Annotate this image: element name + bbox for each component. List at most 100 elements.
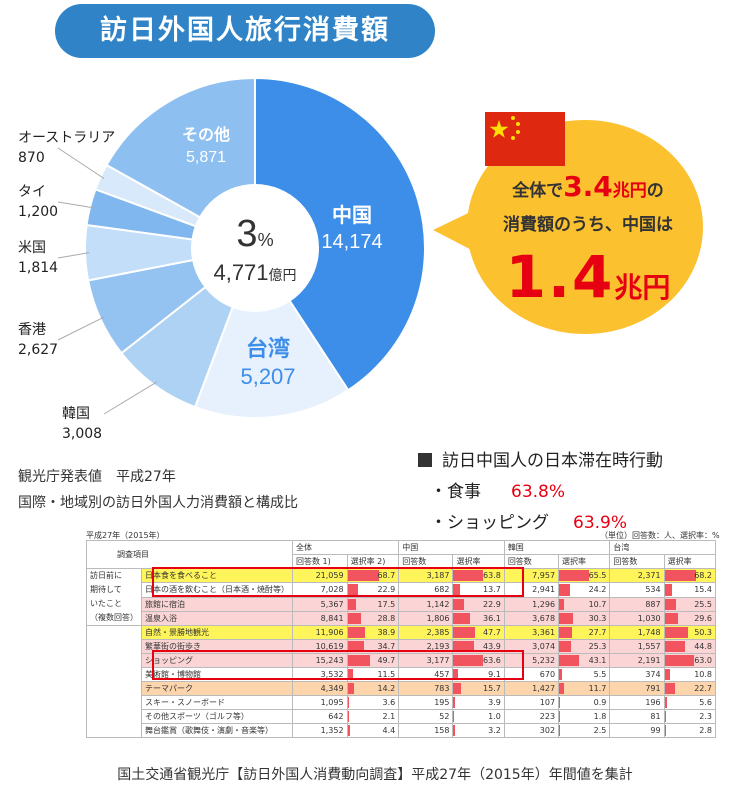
row-item: その他スポーツ（ゴルフ等） (141, 709, 293, 724)
cell-rate: 3.9 (452, 695, 505, 710)
cell-count: 11,906 (292, 625, 348, 640)
cell-rate: 68.7 (346, 567, 400, 584)
rate-bar (453, 669, 458, 680)
leader-line-4 (57, 252, 90, 259)
cell-count: 5,367 (292, 596, 348, 612)
cell-rate: 2.8 (663, 723, 717, 738)
cell-rate: 3.2 (452, 723, 505, 738)
cell-rate: 2.5 (558, 723, 611, 738)
table-row: 旅館に宿泊 5,367 17.5 1,142 22.9 1,296 10.7 887 25.5 (87, 596, 717, 612)
table-row: テーマパーク 4,349 14.2 783 15.7 1,427 11.7 791 22.7 (87, 681, 717, 696)
rate-value: 17.5 (377, 599, 396, 609)
rate-value: 2.5 (593, 726, 607, 735)
china-note: 全体で3.4兆円の 消費額のうち、中国は 1.4兆円 (503, 170, 673, 311)
rate-value: 15.7 (483, 684, 501, 693)
rate-bar (559, 612, 573, 624)
rate-value: 11.7 (588, 684, 607, 693)
rate-value: 14.2 (377, 684, 396, 693)
cell-rate: 68.2 (663, 567, 717, 584)
rate-bar (348, 669, 353, 680)
highlight-box-shopping (152, 650, 524, 680)
cell-rate: 10.8 (663, 667, 717, 682)
rate-value: 13.7 (483, 585, 501, 595)
header-sub: 選択率 (558, 554, 611, 569)
rate-bar (665, 655, 694, 666)
rate-value: 10.8 (694, 670, 712, 679)
pie-center-hole (191, 184, 319, 312)
cell-count: 223 (503, 709, 560, 724)
rate-bar (348, 641, 364, 652)
rate-value: 25.3 (588, 642, 607, 651)
row-item: テーマパーク (141, 681, 293, 696)
rate-bar (348, 655, 371, 666)
table-row: 日本の酒を飲むこと（日本酒・焼酎等） 7,028 22.9 682 13.7 2,941 2… (87, 582, 717, 598)
cell-count: 2,191 (609, 653, 665, 668)
slice-value-7: 5,871 (186, 149, 226, 166)
rate-bar (665, 570, 696, 582)
survey-table: 調査項目 全体 中国 韓国 台湾 回答数 1) 選択率 2) 回答数 選択率 回答数 選択率 回答数選… (86, 540, 717, 738)
row-item: 自然・景勝地観光 (141, 625, 293, 640)
cell-rate: 25.5 (663, 596, 717, 612)
cell-count: 52 (398, 709, 454, 724)
rate-bar (453, 641, 474, 652)
cell-count: 791 (609, 681, 665, 696)
rate-bar (453, 598, 465, 610)
leader-line-2 (103, 381, 158, 415)
cell-rate: 49.7 (346, 653, 400, 668)
cell-rate: 22.7 (663, 681, 717, 696)
rate-value: 24.2 (588, 585, 607, 595)
rate-value: 1.0 (488, 712, 501, 721)
rate-value: 47.7 (483, 628, 501, 637)
slice-name-7: その他 (182, 125, 230, 144)
table-row: 舞台鑑賞（歌舞伎・演劇・音楽等） 1,352 4.4 158 3.2 302 2.5 99 2.… (87, 723, 717, 738)
cell-count: 15,243 (292, 653, 348, 668)
pie-source-note: 観光庁発表値 平成27年 国際・地域別の訪日外国人力消費額と構成比 (18, 469, 298, 511)
rate-value: 11.5 (377, 670, 396, 679)
table-header-row: 調査項目 全体 中国 韓国 台湾 (86, 540, 716, 569)
rate-bar (453, 584, 460, 596)
rate-value: 29.6 (694, 613, 712, 623)
cell-rate: 22.9 (452, 596, 505, 612)
header-sub: 回答数 (609, 554, 665, 569)
slice-value-1: 5,207 (240, 364, 295, 389)
row-item: 日本食を食べること (141, 567, 293, 584)
rate-bar (665, 697, 668, 708)
cell-rate: 38.9 (346, 625, 400, 640)
label-australia: オーストラリア 870 (18, 130, 116, 166)
header-group: 韓国 (503, 540, 611, 555)
cell-rate: 43.1 (558, 653, 611, 668)
rate-bar (665, 725, 666, 736)
cell-rate: 25.3 (558, 639, 611, 654)
rate-value: 2.1 (382, 712, 396, 721)
cell-rate: 65.5 (558, 567, 611, 584)
rate-bar (453, 570, 483, 582)
slice-name-0: 中国 (332, 203, 372, 227)
rate-value: 0.9 (593, 698, 607, 707)
rate-value: 50.3 (694, 628, 712, 637)
rate-bar (559, 598, 564, 610)
rate-bar (665, 612, 679, 624)
cell-rate: 17.5 (346, 596, 400, 612)
rate-bar (559, 725, 561, 736)
cell-count: 107 (503, 695, 560, 710)
cell-rate: 28.8 (346, 610, 400, 627)
cell-rate: 0.9 (558, 695, 611, 710)
cell-count: 534 (609, 582, 665, 598)
rate-value: 28.8 (377, 613, 396, 623)
leader-line-3 (57, 316, 105, 341)
table-subheader-row: 回答数 1) 選択率 2) 回答数 選択率 回答数 選択率 回答数 選択率 (87, 554, 717, 569)
page-title: 訪日外国人旅行消費額 (55, 4, 435, 58)
square-bullet-icon (418, 453, 432, 467)
cell-rate: 11.7 (558, 681, 611, 696)
rate-bar (559, 711, 560, 722)
cell-rate: 2.3 (663, 709, 717, 724)
pie-slice-1 (193, 245, 350, 419)
cell-rate: 63.0 (663, 653, 717, 668)
rate-bar (665, 598, 677, 610)
table-row: 自然・景勝地観光 11,906 38.9 2,385 47.7 3,361 27.7 1,74… (86, 625, 717, 738)
cell-count: 374 (609, 667, 665, 682)
cell-count: 1,427 (503, 681, 560, 696)
leader-line-6 (57, 147, 105, 180)
cell-count: 1,352 (292, 723, 348, 738)
label-thailand: タイ 1,200 (18, 184, 59, 220)
